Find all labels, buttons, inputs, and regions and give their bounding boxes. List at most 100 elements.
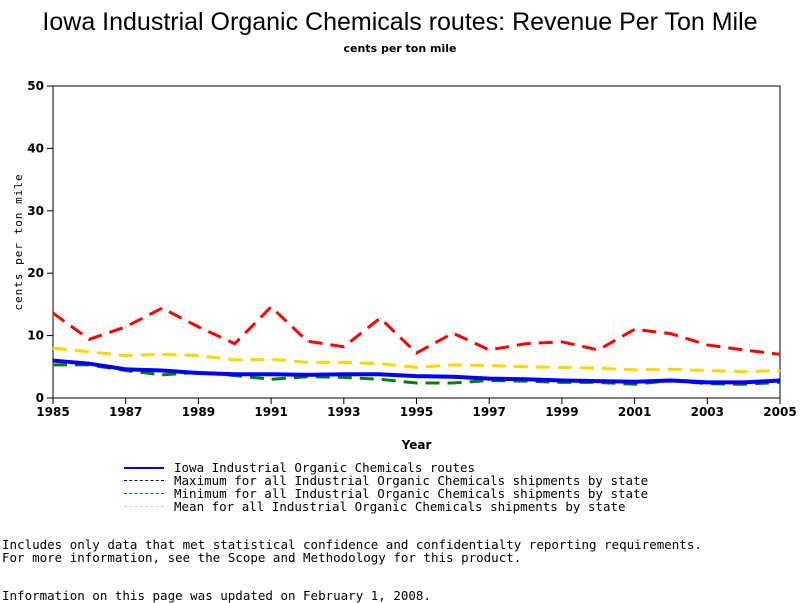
- line-chart: 1985 1987 1989 1991 1993 1995 1997 1999 2001 2003…: [12, 79, 797, 452]
- data-point: [743, 349, 745, 351]
- data-point: [525, 343, 527, 345]
- x-tick-label: 1991: [254, 405, 287, 419]
- data-point: [743, 381, 745, 383]
- legend-item: Maximum for all Industrial Organic Chemi…: [124, 474, 648, 487]
- data-point: [88, 363, 90, 365]
- data-point: [234, 343, 236, 345]
- data-point: [670, 368, 672, 370]
- data-point: [452, 332, 454, 334]
- plot-frame: [52, 85, 781, 399]
- data-point: [634, 328, 636, 330]
- data-point: [88, 351, 90, 353]
- series-line-1: [52, 304, 781, 356]
- data-point: [416, 366, 417, 368]
- data-point: [125, 326, 127, 328]
- data-point: [52, 364, 54, 366]
- legend-swatch: [124, 480, 164, 481]
- data-point: [488, 378, 490, 380]
- data-point: [779, 380, 781, 382]
- data-point: [597, 367, 599, 369]
- chart-title: Iowa Industrial Organic Chemicals routes…: [42, 8, 758, 36]
- data-point: [488, 349, 490, 351]
- data-point: [561, 366, 563, 368]
- data-point: [779, 370, 781, 372]
- data-point: [706, 344, 708, 346]
- data-point: [706, 370, 708, 372]
- data-point: [634, 381, 636, 383]
- data-point: [234, 373, 236, 375]
- data-point: [197, 326, 199, 328]
- data-point: [343, 346, 345, 348]
- data-point: [306, 361, 308, 363]
- data-point: [161, 374, 163, 376]
- legend-swatch: [124, 506, 164, 507]
- legend-item: Minimum for all Industrial Organic Chemi…: [124, 487, 648, 500]
- x-tick-label: 2005: [763, 405, 796, 419]
- data-point: [161, 307, 163, 309]
- data-point: [125, 355, 127, 357]
- y-tick-label: 0: [36, 391, 44, 405]
- data-point: [525, 366, 527, 368]
- data-point: [270, 306, 272, 308]
- data-point: [197, 372, 199, 374]
- data-point: [197, 355, 199, 357]
- data-point: [88, 338, 90, 340]
- x-tick-label: 1995: [400, 405, 433, 419]
- x-tick-label: 2001: [618, 405, 651, 419]
- data-point: [343, 373, 345, 375]
- data-point: [561, 341, 563, 343]
- data-point: [488, 365, 490, 367]
- data-point: [306, 340, 308, 342]
- data-point: [452, 376, 454, 378]
- legend: Iowa Industrial Organic Chemicals routes…: [124, 461, 648, 513]
- data-point: [779, 353, 781, 355]
- legend-item: Iowa Industrial Organic Chemicals routes: [124, 461, 648, 474]
- legend-swatch: [124, 466, 164, 469]
- data-point: [379, 317, 381, 319]
- x-tick-label: 1985: [36, 405, 69, 419]
- x-tick-label: 1987: [109, 405, 142, 419]
- data-point: [52, 312, 54, 314]
- data-point: [670, 333, 672, 335]
- data-point: [743, 371, 745, 373]
- data-point: [125, 368, 127, 370]
- legend-swatch: [124, 493, 164, 494]
- data-point: [343, 376, 345, 378]
- data-point: [670, 380, 672, 382]
- legend-label: Minimum for all Industrial Organic Chemi…: [174, 486, 649, 501]
- data-point: [343, 361, 345, 363]
- data-point: [52, 360, 54, 362]
- x-axis-label: Year: [401, 438, 432, 452]
- data-point: [270, 378, 272, 380]
- data-point: [161, 370, 163, 372]
- data-point: [634, 369, 636, 371]
- data-point: [416, 352, 417, 354]
- data-point: [306, 374, 308, 376]
- x-tick-label: 2003: [691, 405, 724, 419]
- legend-label: Iowa Industrial Organic Chemicals routes: [174, 460, 476, 475]
- legend-label: Mean for all Industrial Organic Chemical…: [174, 499, 626, 514]
- note-methodology: For more information, see the Scope and …: [2, 550, 522, 565]
- y-tick-label: 30: [27, 204, 44, 218]
- data-point: [597, 349, 599, 351]
- data-point: [416, 382, 417, 384]
- data-point: [561, 380, 563, 382]
- legend-item: Mean for all Industrial Organic Chemical…: [124, 500, 648, 513]
- data-point: [379, 363, 381, 365]
- data-point: [379, 373, 381, 375]
- chart-subtitle: cents per ton mile: [343, 42, 457, 55]
- x-tick-label: 1999: [545, 405, 578, 419]
- data-point: [379, 378, 381, 380]
- data-point: [270, 358, 272, 360]
- data-point: [452, 382, 454, 384]
- data-point: [161, 353, 163, 355]
- data-point: [597, 380, 599, 382]
- data-point: [234, 359, 236, 361]
- data-point: [634, 383, 636, 385]
- data-point: [52, 347, 54, 349]
- y-axis-label: cents per ton mile: [12, 173, 25, 310]
- note-confidence: Includes only data that met statistical …: [2, 537, 702, 552]
- data-point: [416, 375, 417, 377]
- data-point: [525, 378, 527, 380]
- x-tick-label: 1993: [327, 405, 360, 419]
